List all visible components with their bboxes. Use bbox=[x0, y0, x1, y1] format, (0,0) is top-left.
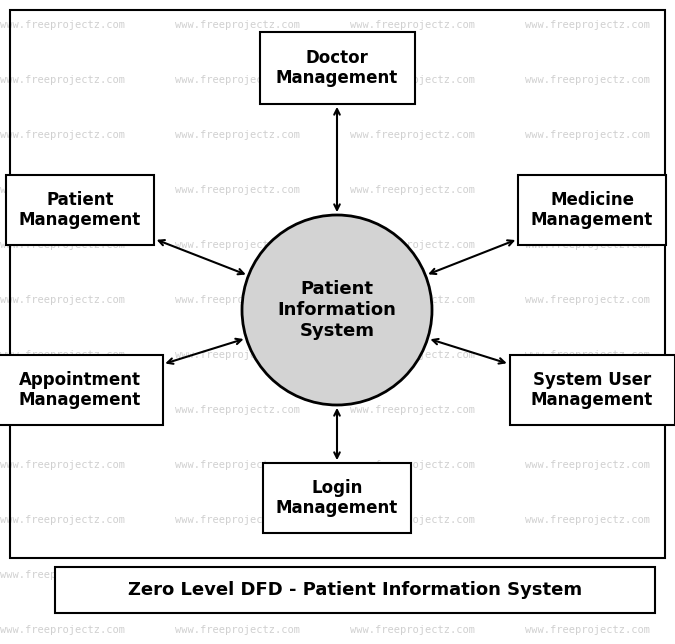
Text: www.freeprojectz.com: www.freeprojectz.com bbox=[350, 405, 475, 415]
Text: www.freeprojectz.com: www.freeprojectz.com bbox=[0, 75, 125, 85]
Text: www.freeprojectz.com: www.freeprojectz.com bbox=[350, 625, 475, 635]
Text: www.freeprojectz.com: www.freeprojectz.com bbox=[350, 570, 475, 580]
Text: www.freeprojectz.com: www.freeprojectz.com bbox=[175, 20, 300, 30]
Text: www.freeprojectz.com: www.freeprojectz.com bbox=[0, 350, 125, 360]
Text: www.freeprojectz.com: www.freeprojectz.com bbox=[0, 625, 125, 635]
Text: www.freeprojectz.com: www.freeprojectz.com bbox=[175, 185, 300, 195]
Text: www.freeprojectz.com: www.freeprojectz.com bbox=[525, 515, 650, 525]
Text: Medicine
Management: Medicine Management bbox=[531, 191, 653, 229]
Text: Appointment
Management: Appointment Management bbox=[19, 370, 141, 410]
Bar bbox=[259, 32, 414, 104]
Text: www.freeprojectz.com: www.freeprojectz.com bbox=[350, 185, 475, 195]
Text: www.freeprojectz.com: www.freeprojectz.com bbox=[350, 460, 475, 470]
Text: www.freeprojectz.com: www.freeprojectz.com bbox=[350, 295, 475, 305]
Text: www.freeprojectz.com: www.freeprojectz.com bbox=[0, 20, 125, 30]
Text: www.freeprojectz.com: www.freeprojectz.com bbox=[350, 350, 475, 360]
Text: www.freeprojectz.com: www.freeprojectz.com bbox=[525, 130, 650, 140]
Bar bbox=[510, 355, 674, 425]
Text: Patient
Information
System: Patient Information System bbox=[277, 280, 396, 340]
Circle shape bbox=[242, 215, 432, 405]
Text: www.freeprojectz.com: www.freeprojectz.com bbox=[525, 460, 650, 470]
Text: www.freeprojectz.com: www.freeprojectz.com bbox=[525, 570, 650, 580]
Bar bbox=[263, 463, 411, 533]
Text: www.freeprojectz.com: www.freeprojectz.com bbox=[0, 130, 125, 140]
Text: www.freeprojectz.com: www.freeprojectz.com bbox=[0, 185, 125, 195]
Text: www.freeprojectz.com: www.freeprojectz.com bbox=[0, 240, 125, 250]
Text: www.freeprojectz.com: www.freeprojectz.com bbox=[350, 20, 475, 30]
Text: www.freeprojectz.com: www.freeprojectz.com bbox=[525, 405, 650, 415]
Text: www.freeprojectz.com: www.freeprojectz.com bbox=[525, 295, 650, 305]
Bar bbox=[0, 355, 163, 425]
Text: Login
Management: Login Management bbox=[276, 478, 398, 517]
Text: www.freeprojectz.com: www.freeprojectz.com bbox=[350, 515, 475, 525]
Text: www.freeprojectz.com: www.freeprojectz.com bbox=[0, 405, 125, 415]
Text: www.freeprojectz.com: www.freeprojectz.com bbox=[175, 295, 300, 305]
Bar bbox=[10, 10, 665, 558]
Text: www.freeprojectz.com: www.freeprojectz.com bbox=[525, 625, 650, 635]
Text: System User
Management: System User Management bbox=[531, 370, 653, 410]
Text: www.freeprojectz.com: www.freeprojectz.com bbox=[525, 20, 650, 30]
Text: Zero Level DFD - Patient Information System: Zero Level DFD - Patient Information Sys… bbox=[128, 581, 582, 599]
Text: www.freeprojectz.com: www.freeprojectz.com bbox=[175, 405, 300, 415]
Bar bbox=[6, 175, 154, 245]
Text: Doctor
Management: Doctor Management bbox=[276, 48, 398, 88]
Text: www.freeprojectz.com: www.freeprojectz.com bbox=[0, 295, 125, 305]
Text: www.freeprojectz.com: www.freeprojectz.com bbox=[175, 350, 300, 360]
Text: www.freeprojectz.com: www.freeprojectz.com bbox=[175, 240, 300, 250]
Text: www.freeprojectz.com: www.freeprojectz.com bbox=[350, 240, 475, 250]
Text: www.freeprojectz.com: www.freeprojectz.com bbox=[0, 570, 125, 580]
Text: www.freeprojectz.com: www.freeprojectz.com bbox=[175, 515, 300, 525]
Text: www.freeprojectz.com: www.freeprojectz.com bbox=[525, 75, 650, 85]
Text: www.freeprojectz.com: www.freeprojectz.com bbox=[0, 460, 125, 470]
Text: Patient
Management: Patient Management bbox=[19, 191, 141, 229]
Text: www.freeprojectz.com: www.freeprojectz.com bbox=[350, 130, 475, 140]
Text: www.freeprojectz.com: www.freeprojectz.com bbox=[350, 75, 475, 85]
Text: www.freeprojectz.com: www.freeprojectz.com bbox=[175, 460, 300, 470]
Text: www.freeprojectz.com: www.freeprojectz.com bbox=[525, 185, 650, 195]
Text: www.freeprojectz.com: www.freeprojectz.com bbox=[175, 75, 300, 85]
Text: www.freeprojectz.com: www.freeprojectz.com bbox=[175, 130, 300, 140]
Bar bbox=[518, 175, 666, 245]
Bar bbox=[55, 567, 655, 613]
Text: www.freeprojectz.com: www.freeprojectz.com bbox=[0, 515, 125, 525]
Text: www.freeprojectz.com: www.freeprojectz.com bbox=[175, 625, 300, 635]
Text: www.freeprojectz.com: www.freeprojectz.com bbox=[175, 570, 300, 580]
Text: www.freeprojectz.com: www.freeprojectz.com bbox=[525, 240, 650, 250]
Text: www.freeprojectz.com: www.freeprojectz.com bbox=[525, 350, 650, 360]
